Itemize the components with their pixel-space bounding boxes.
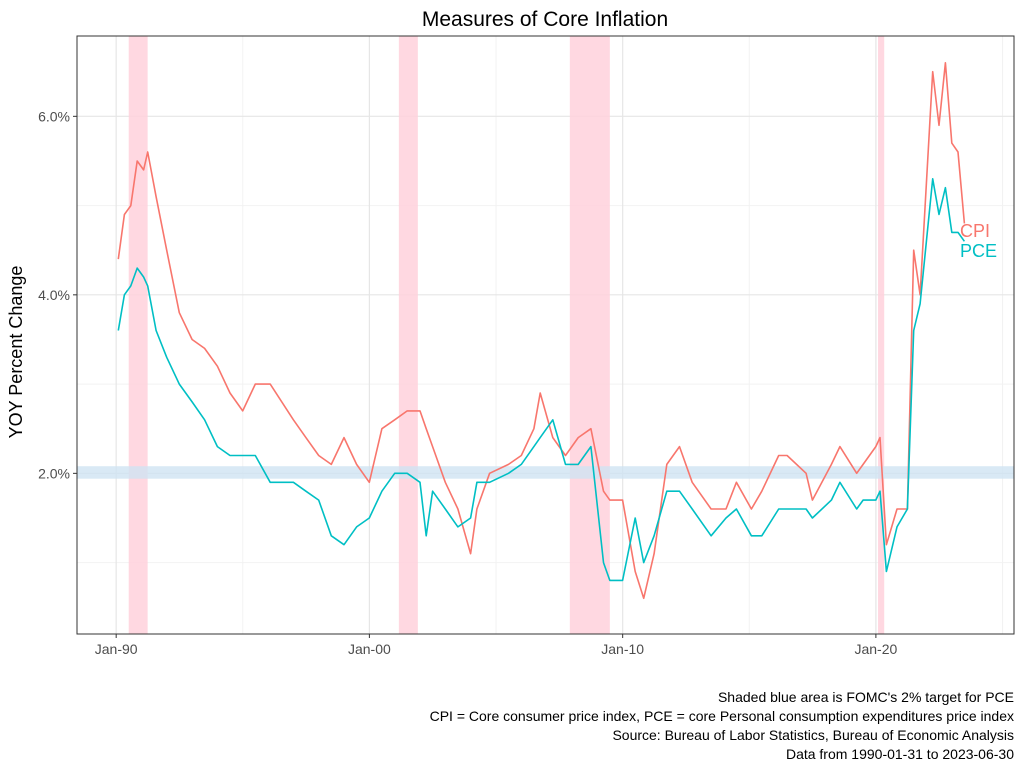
recession-band (128, 36, 148, 634)
caption-target-note: Shaded blue area is FOMC's 2% target for… (717, 689, 1014, 705)
target-band (77, 466, 1014, 479)
y-tick-label: 4.0% (38, 287, 70, 303)
series-label-pce: PCE (960, 241, 997, 261)
shaded-bands (77, 36, 1014, 634)
x-tick-label: Jan-00 (348, 641, 391, 657)
x-tick-label: Jan-20 (854, 641, 897, 657)
x-tick-label: Jan-90 (95, 641, 138, 657)
grid (77, 36, 1014, 634)
axes: 2.0% 4.0% 6.0% Jan-90 Jan-00 Jan-10 Jan-20 (38, 35, 1015, 657)
series-label-cpi: CPI (960, 221, 990, 241)
recession-band (878, 36, 885, 634)
series-lines (117, 61, 966, 600)
y-tick-label: 6.0% (38, 108, 70, 124)
caption-source: Source: Bureau of Labor Statistics, Bure… (612, 727, 1014, 743)
caption-definitions: CPI = Core consumer price index, PCE = c… (429, 708, 1014, 724)
recession-band (569, 36, 610, 634)
series-line-cpi (117, 61, 966, 600)
series-line-pce (117, 178, 966, 582)
chart: Measures of Core Inflation YOY Percent C… (6, 8, 1015, 657)
y-tick-label: 2.0% (38, 465, 70, 481)
caption-date-range: Data from 1990-01-31 to 2023-06-30 (785, 746, 1014, 762)
y-axis-label: YOY Percent Change (6, 266, 26, 439)
plot-border (76, 35, 1015, 635)
recession-band (398, 36, 418, 634)
x-tick-label: Jan-10 (601, 641, 644, 657)
chart-title: Measures of Core Inflation (422, 8, 668, 31)
